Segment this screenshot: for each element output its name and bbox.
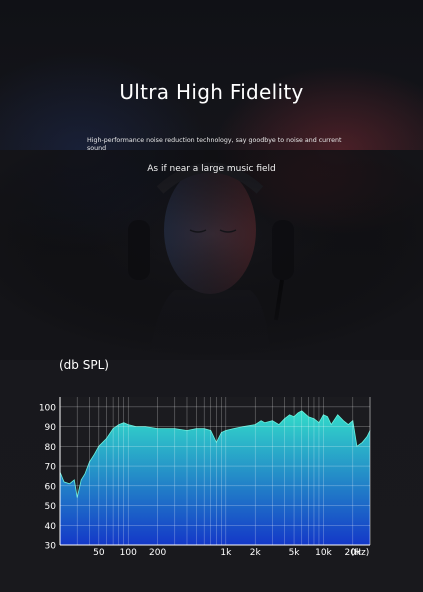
x-tick-label: 10k (315, 548, 332, 558)
y-tick-label: 70 (45, 463, 57, 473)
x-axis-unit-label: (Hz) (351, 548, 370, 558)
tagline-text: As if near a large music field (147, 164, 276, 174)
y-tick-label: 40 (45, 522, 57, 532)
x-tick-label: 2k (250, 548, 262, 558)
x-tick-label: 100 (120, 548, 137, 558)
frequency-response-chart: 100 90 80 70 60 50 40 30 50 100 200 1k 2k 5k 10k 20k(Hz… (39, 397, 371, 558)
x-tick-label: 50 (93, 548, 105, 558)
y-tick-label: 100 (39, 403, 56, 413)
response-area (60, 410, 370, 545)
x-tick-label: 1k (220, 548, 232, 558)
y-tick-label: 80 (45, 443, 57, 453)
x-tick-label: 5k (289, 548, 301, 558)
x-tick-label: 200 (149, 548, 166, 558)
y-tick-label: 60 (45, 482, 57, 492)
y-tick-label: 30 (45, 542, 57, 552)
subtitle-text: High-performance noise reduction technol… (87, 137, 342, 152)
y-tick-label: 50 (45, 502, 57, 512)
page-title: Ultra High Fidelity (119, 80, 304, 104)
y-axis-unit-label: (db SPL) (59, 358, 109, 372)
x-tick-label: 20k (344, 548, 361, 558)
y-tick-label: 90 (45, 423, 57, 433)
response-line (59, 410, 371, 498)
person-with-headphones-image (0, 150, 423, 360)
